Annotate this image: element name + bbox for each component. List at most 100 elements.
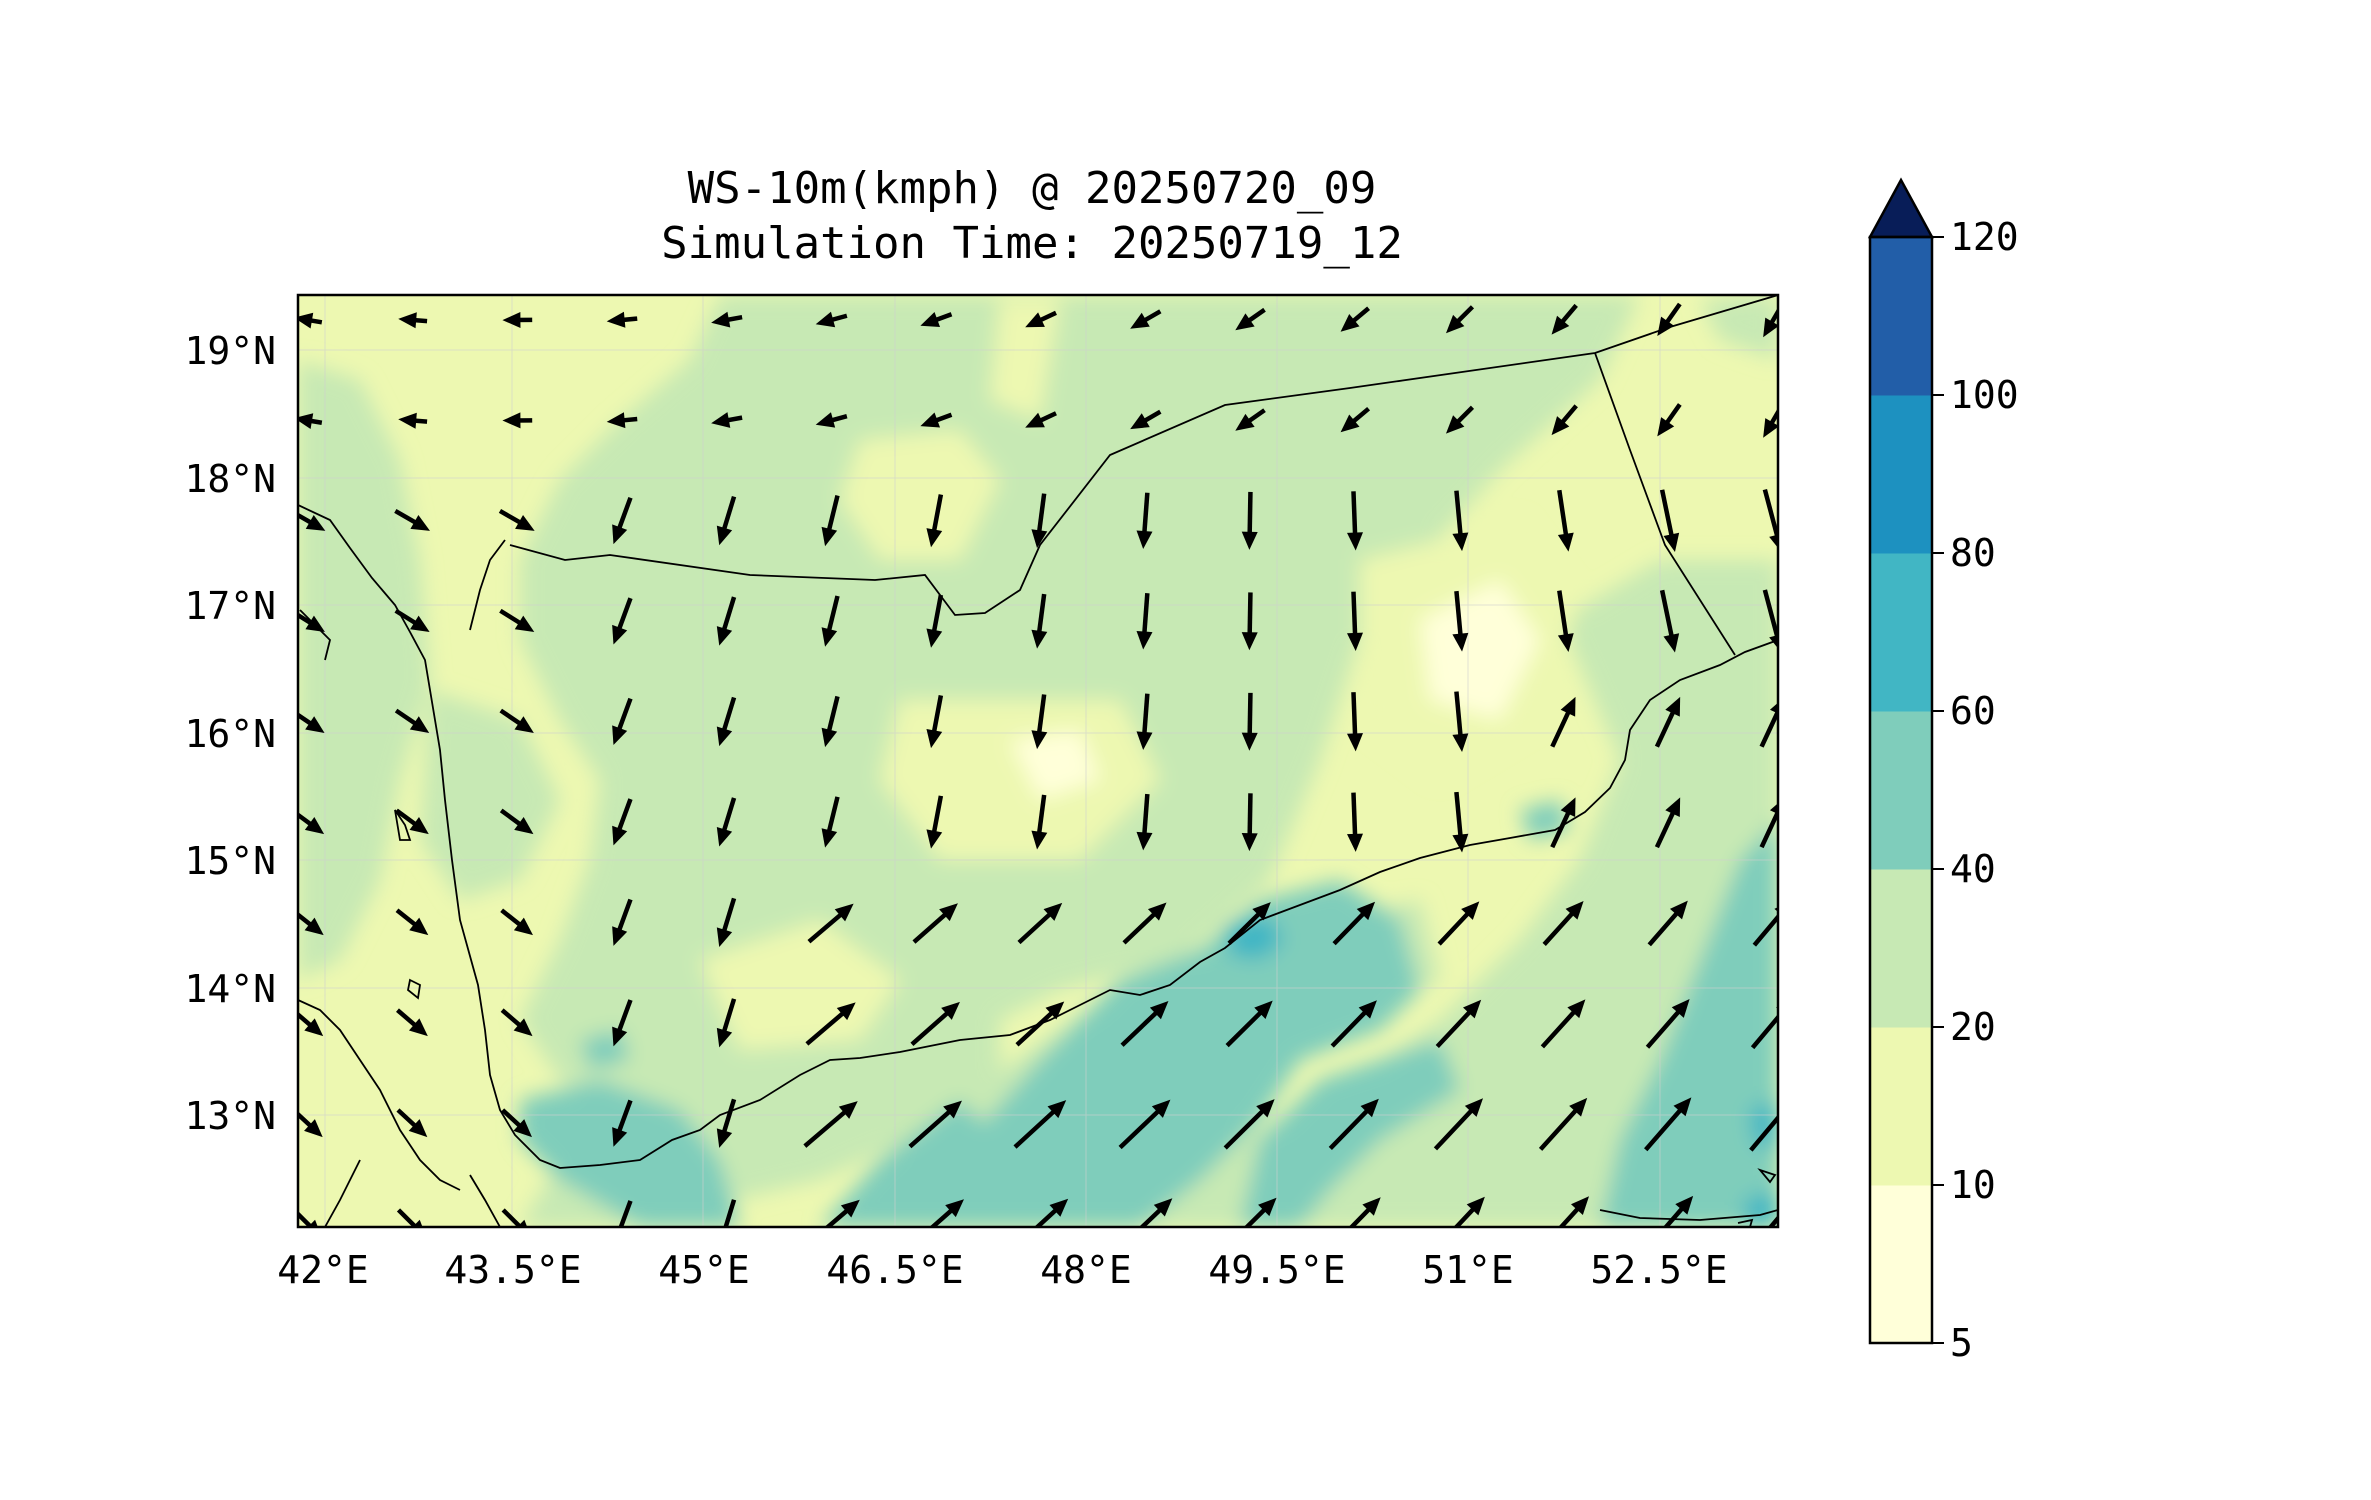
wind-arrow [1015,1001,1065,1047]
lat-tick-label: 15°N [184,839,276,883]
wind-arrow [1659,589,1680,653]
lon-tick-label: 51°E [1422,1248,1514,1292]
colorbar-label: 5 [1950,1321,1973,1365]
wind-arrow [824,1199,860,1227]
wind-arrow [1328,1098,1379,1151]
wind-arrow [1551,303,1578,335]
colorbar-label: 100 [1950,373,2019,417]
wind-arrow [711,412,743,428]
colorbar-segment [1870,1185,1932,1344]
wind-arrow [908,1100,962,1149]
wind-arrow [1657,302,1682,336]
wind-arrow [1662,1195,1694,1227]
wind-arrow [1025,411,1057,428]
wind-arrow [815,412,848,428]
wind-arrow [1031,694,1048,750]
wind-arrow [1538,1097,1588,1151]
wind-arrow [1235,408,1266,431]
wind-arrow [612,1099,633,1147]
wind-arrow [1435,999,1482,1049]
wind-arrow [1136,793,1153,851]
wind-arrow [716,998,737,1048]
wind-arrow [1031,593,1048,649]
wind-arrow [1235,307,1266,331]
wind-arrow [398,412,428,429]
wind-arrow [1558,1196,1590,1227]
graticule [298,295,1778,1227]
colorbar-segment [1870,395,1932,554]
wind-arrow [1762,589,1778,649]
lon-tick-label: 48°E [1040,1248,1132,1292]
map-frame [296,293,1780,1229]
wind-arrow [716,897,737,947]
wind-arrow [1138,1198,1173,1227]
wind-arrow [1241,692,1258,751]
wind-arrow [929,1199,964,1227]
wind-arrow [1654,797,1681,849]
wind-arrow [499,708,534,734]
wind-arrow [1644,1097,1692,1152]
wind-arrow [1437,901,1480,946]
wind-arrow [298,1210,318,1227]
wind-arrow [606,311,638,328]
wind-arrow [807,903,854,944]
wind-arrow [1118,1099,1171,1150]
wind-arrow [1452,791,1469,853]
lat-tick-label: 14°N [184,967,276,1011]
wind-arrow [1241,793,1258,852]
wind-arrow [723,1199,737,1227]
wind-arrow [612,496,633,545]
simulation-time-subtitle: Simulation Time: 20250719_12 [661,218,1403,269]
wind-arrow [1763,307,1778,338]
wind-arrow [1013,1100,1067,1149]
latitude-axis: 19°N 18°N 17°N 16°N 15°N 14°N 13°N [184,329,276,1138]
wind-arrow [1025,310,1057,328]
wind-arrow [926,494,944,548]
colorbar-extend-triangle [1867,177,1935,239]
wind-arrow [612,898,633,946]
wind-arrow [1031,493,1048,549]
wind-arrow [1034,1198,1069,1227]
wind-arrow [1659,489,1680,553]
colorbar-label: 20 [1950,1005,1996,1049]
coastline-borders [298,295,1778,1227]
wind-arrow [920,412,953,428]
lon-tick-label: 42°E [277,1248,369,1292]
wind-arrow [1347,792,1363,852]
wind-arrow [298,712,325,734]
wind-arrow [711,311,743,328]
wind-arrow [499,808,534,835]
wind-arrow [1348,1197,1381,1227]
wind-speed-fill [298,295,1778,1227]
wind-arrow [298,812,325,835]
wind-arrow [821,796,840,848]
wind-arrow [502,412,533,429]
wind-arrow [1241,491,1258,550]
lon-tick-label: 52.5°E [1590,1248,1727,1292]
colorbar-label: 60 [1950,689,1996,733]
wind-arrow [298,413,323,429]
wind-arrow [815,311,848,328]
wind-arrow [1445,305,1475,334]
wind-arrow [1645,999,1690,1049]
wind-arrow [910,1001,960,1047]
wind-arrow [1227,902,1271,945]
wind-arrow [716,596,737,646]
wind-arrow [298,612,325,632]
wind-arrow [396,1108,428,1138]
colorbar-segment [1870,553,1932,712]
wind-arrow [1453,1196,1485,1227]
wind-arrow [805,1002,856,1046]
wind-arrow [1330,1000,1377,1048]
wind-arrow [1657,403,1682,437]
colorbar-segment [1870,237,1932,396]
colorbar-frame [1868,235,1934,1345]
wind-arrow [1340,406,1371,433]
wind-arrow [398,312,428,329]
lat-tick-label: 13°N [184,1094,276,1138]
wind-arrow [1647,900,1688,947]
wind-arrow [612,999,633,1047]
wind-arrow [502,311,533,328]
wind-arrow [612,697,633,745]
wind-arrow [912,903,958,944]
